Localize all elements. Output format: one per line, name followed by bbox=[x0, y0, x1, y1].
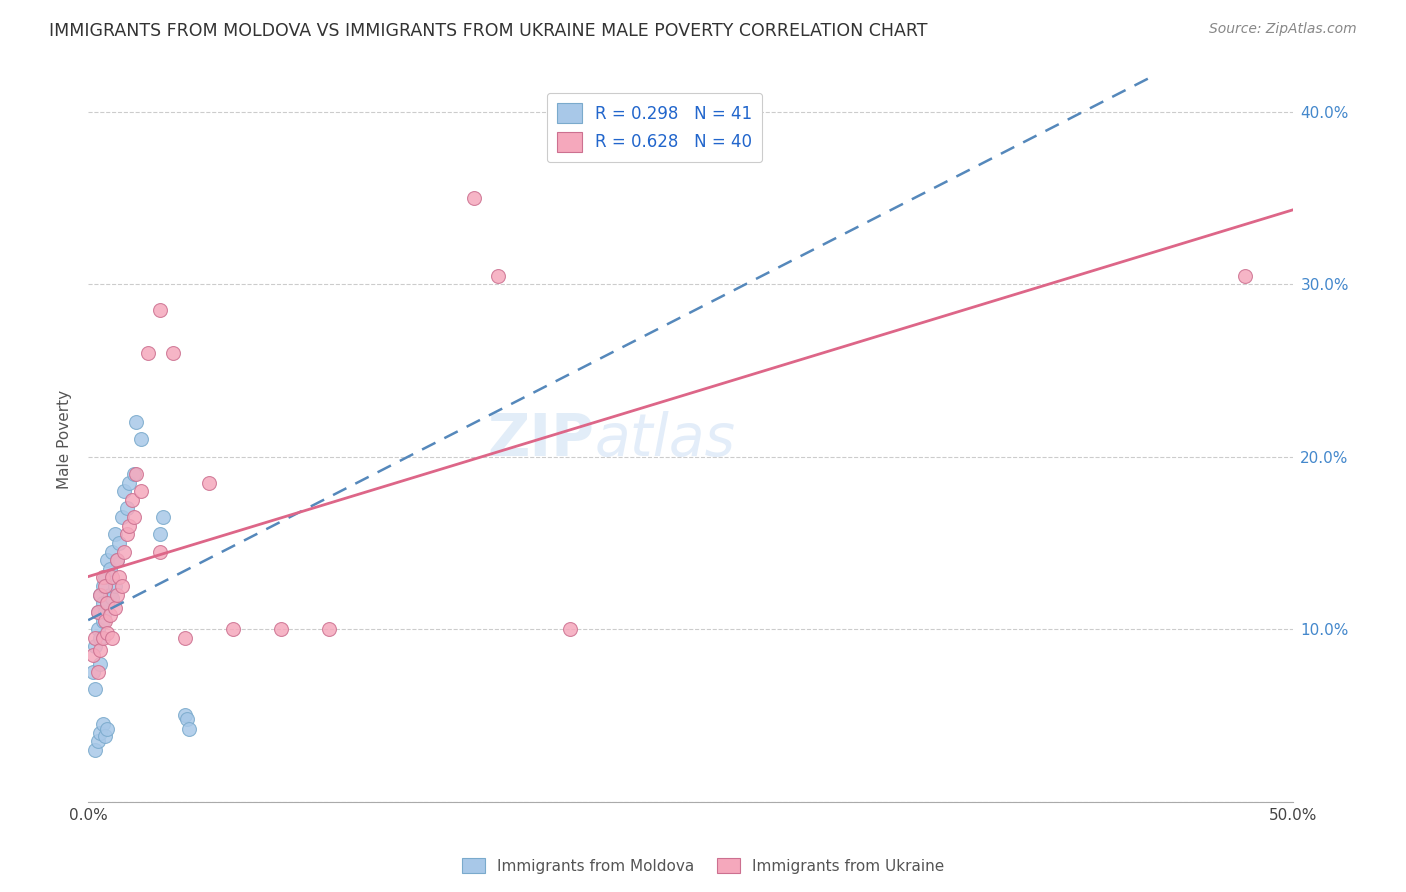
Point bbox=[91, 579, 114, 593]
Point bbox=[98, 562, 121, 576]
Point bbox=[87, 734, 110, 748]
Point bbox=[101, 591, 124, 606]
Point bbox=[82, 665, 104, 680]
Point bbox=[104, 579, 127, 593]
Point bbox=[91, 631, 114, 645]
Point bbox=[94, 605, 117, 619]
Point bbox=[463, 191, 485, 205]
Point bbox=[173, 631, 195, 645]
Point bbox=[111, 510, 134, 524]
Point bbox=[82, 648, 104, 662]
Point bbox=[89, 725, 111, 739]
Point bbox=[179, 722, 201, 736]
Point bbox=[94, 614, 117, 628]
Point bbox=[91, 717, 114, 731]
Point bbox=[125, 467, 148, 481]
Point bbox=[87, 665, 110, 680]
Point bbox=[318, 622, 340, 636]
Point bbox=[129, 484, 152, 499]
Point bbox=[89, 631, 111, 645]
Text: ZIP: ZIP bbox=[488, 411, 595, 468]
Point bbox=[101, 631, 124, 645]
Point bbox=[101, 570, 124, 584]
Point bbox=[98, 608, 121, 623]
Point bbox=[87, 605, 110, 619]
Point bbox=[112, 544, 135, 558]
Point bbox=[560, 622, 582, 636]
Point bbox=[87, 605, 110, 619]
Point bbox=[118, 518, 141, 533]
Point bbox=[89, 588, 111, 602]
Point bbox=[87, 622, 110, 636]
Point bbox=[118, 475, 141, 490]
Point bbox=[222, 622, 245, 636]
Point bbox=[115, 501, 138, 516]
Text: IMMIGRANTS FROM MOLDOVA VS IMMIGRANTS FROM UKRAINE MALE POVERTY CORRELATION CHAR: IMMIGRANTS FROM MOLDOVA VS IMMIGRANTS FR… bbox=[49, 22, 928, 40]
Point bbox=[91, 570, 114, 584]
Point bbox=[96, 596, 118, 610]
Point bbox=[89, 657, 111, 671]
Point bbox=[138, 346, 160, 360]
Point bbox=[108, 536, 131, 550]
Point bbox=[94, 570, 117, 584]
Point bbox=[115, 527, 138, 541]
Point bbox=[96, 625, 118, 640]
Point bbox=[84, 631, 107, 645]
Point bbox=[125, 415, 148, 429]
Point bbox=[197, 475, 219, 490]
Point bbox=[152, 510, 174, 524]
Point bbox=[173, 708, 195, 723]
Point bbox=[162, 346, 184, 360]
Point bbox=[84, 640, 107, 654]
Point bbox=[101, 544, 124, 558]
Point bbox=[89, 588, 111, 602]
Point bbox=[149, 303, 172, 318]
Point bbox=[105, 588, 128, 602]
Point bbox=[105, 553, 128, 567]
Point bbox=[486, 268, 509, 283]
Point bbox=[91, 596, 114, 610]
Legend: Immigrants from Moldova, Immigrants from Ukraine: Immigrants from Moldova, Immigrants from… bbox=[456, 852, 950, 880]
Text: Source: ZipAtlas.com: Source: ZipAtlas.com bbox=[1209, 22, 1357, 37]
Point bbox=[89, 642, 111, 657]
Point bbox=[270, 622, 292, 636]
Point bbox=[149, 527, 172, 541]
Point bbox=[104, 527, 127, 541]
Point bbox=[149, 544, 172, 558]
Point bbox=[98, 588, 121, 602]
Point bbox=[122, 467, 145, 481]
Point bbox=[96, 596, 118, 610]
Legend: R = 0.298   N = 41, R = 0.628   N = 40: R = 0.298 N = 41, R = 0.628 N = 40 bbox=[547, 93, 762, 162]
Point bbox=[105, 553, 128, 567]
Point bbox=[176, 712, 198, 726]
Point bbox=[122, 510, 145, 524]
Point bbox=[91, 614, 114, 628]
Point bbox=[1234, 268, 1257, 283]
Point bbox=[104, 601, 127, 615]
Point bbox=[94, 729, 117, 743]
Text: atlas: atlas bbox=[595, 411, 735, 468]
Point bbox=[111, 579, 134, 593]
Point bbox=[108, 570, 131, 584]
Point bbox=[96, 553, 118, 567]
Point bbox=[94, 579, 117, 593]
Point bbox=[112, 484, 135, 499]
Point bbox=[84, 682, 107, 697]
Point bbox=[121, 492, 143, 507]
Point bbox=[129, 433, 152, 447]
Point bbox=[96, 722, 118, 736]
Y-axis label: Male Poverty: Male Poverty bbox=[58, 390, 72, 489]
Point bbox=[84, 743, 107, 757]
